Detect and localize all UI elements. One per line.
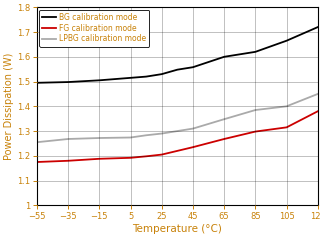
FG calibration mode <box>222 138 226 140</box>
BG calibration mode <box>285 39 289 42</box>
Legend: BG calibration mode, FG calibration mode, LPBG calibration mode: BG calibration mode, FG calibration mode… <box>39 9 149 46</box>
LPBG calibration mode <box>222 118 226 121</box>
BG calibration mode <box>66 81 70 84</box>
LPBG calibration mode <box>97 137 101 139</box>
X-axis label: Temperature (°C): Temperature (°C) <box>133 224 222 234</box>
FG calibration mode <box>316 110 320 113</box>
BG calibration mode <box>129 76 133 79</box>
FG calibration mode <box>35 161 39 164</box>
FG calibration mode <box>285 126 289 129</box>
BG calibration mode <box>176 68 179 71</box>
BG calibration mode <box>160 73 164 76</box>
BG calibration mode <box>144 75 148 78</box>
BG calibration mode <box>254 50 257 53</box>
FG calibration mode <box>144 155 148 158</box>
BG calibration mode <box>97 79 101 82</box>
FG calibration mode <box>129 156 133 159</box>
LPBG calibration mode <box>35 141 39 144</box>
FG calibration mode <box>254 130 257 133</box>
LPBG calibration mode <box>160 132 164 135</box>
Y-axis label: Power Dissipation (W): Power Dissipation (W) <box>4 53 14 160</box>
FG calibration mode <box>160 153 164 156</box>
LPBG calibration mode <box>144 134 148 137</box>
LPBG calibration mode <box>191 127 195 130</box>
LPBG calibration mode <box>285 105 289 108</box>
LPBG calibration mode <box>66 138 70 140</box>
Line: BG calibration mode: BG calibration mode <box>37 27 318 83</box>
FG calibration mode <box>66 159 70 162</box>
BG calibration mode <box>35 81 39 84</box>
FG calibration mode <box>97 157 101 160</box>
LPBG calibration mode <box>176 130 179 132</box>
BG calibration mode <box>316 26 320 29</box>
Line: LPBG calibration mode: LPBG calibration mode <box>37 94 318 142</box>
BG calibration mode <box>222 55 226 58</box>
FG calibration mode <box>191 146 195 149</box>
FG calibration mode <box>176 149 179 152</box>
LPBG calibration mode <box>254 109 257 112</box>
BG calibration mode <box>191 66 195 69</box>
LPBG calibration mode <box>129 136 133 139</box>
LPBG calibration mode <box>316 93 320 95</box>
Line: FG calibration mode: FG calibration mode <box>37 111 318 162</box>
